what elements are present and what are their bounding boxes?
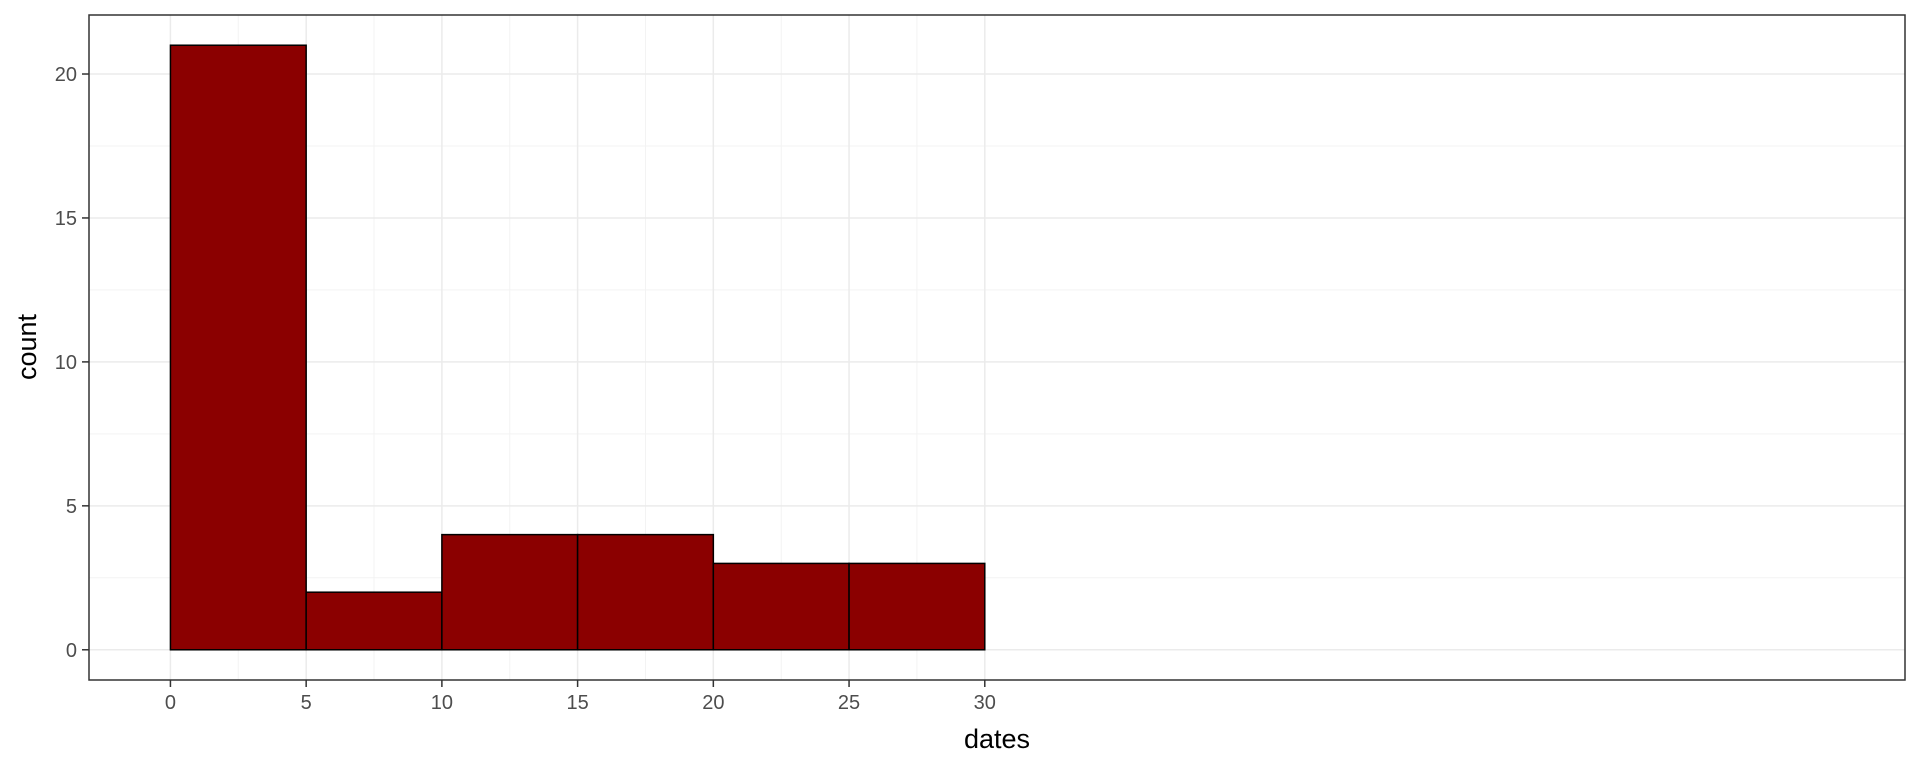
histogram-bar-4: [712, 562, 850, 651]
histogram-bar-2: [441, 533, 579, 651]
y-axis-title: count: [12, 313, 42, 380]
grid-layer: [89, 15, 1905, 680]
y-tick-label: 20: [55, 64, 77, 86]
histogram-bar-0: [169, 44, 307, 651]
x-tick-label: 30: [974, 692, 996, 714]
histogram-bar-3: [576, 533, 715, 651]
axes-layer: 0 5 10 15 20 25 30 0 5 10 15 20: [55, 64, 996, 714]
x-tick-label: 20: [702, 692, 724, 714]
x-tick-label: 10: [431, 692, 453, 714]
y-tick-label: 5: [66, 496, 77, 518]
panel-border: [88, 14, 1906, 681]
y-tick-label: 15: [55, 208, 77, 230]
histogram-bar-1: [305, 591, 443, 651]
y-tick-label: 0: [66, 640, 77, 662]
x-axis-title: dates: [964, 724, 1030, 754]
x-tick-label: 0: [165, 692, 176, 714]
y-tick-label: 10: [55, 352, 77, 374]
histogram-bar-5: [848, 562, 986, 651]
bars-layer: [169, 44, 986, 651]
x-tick-label: 5: [301, 692, 312, 714]
x-tick-label: 15: [566, 692, 588, 714]
x-tick-label: 25: [838, 692, 860, 714]
